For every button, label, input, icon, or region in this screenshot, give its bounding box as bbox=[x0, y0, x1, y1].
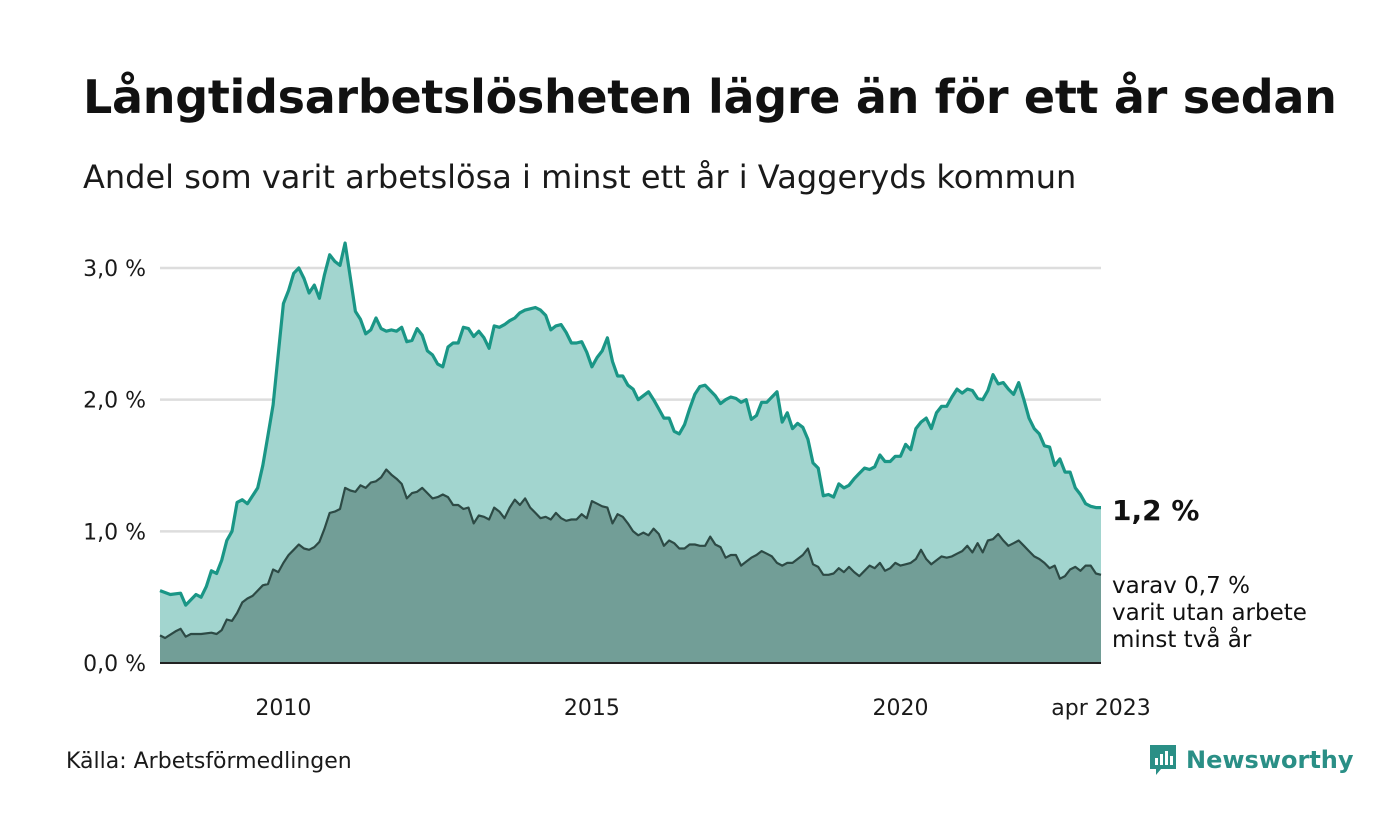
source-credit: Källa: Arbetsförmedlingen bbox=[66, 749, 352, 774]
axes: 0,0 % 1,0 % 2,0 % 3,0 % 2010 2015 2020 apr 2023 bbox=[83, 257, 1151, 721]
y-tick-label: 2,0 % bbox=[83, 389, 146, 414]
chart-subtitle: Andel som varit arbetslösa i minst ett å… bbox=[83, 158, 1077, 196]
end-label-two-year-line: minst två år bbox=[1112, 625, 1252, 653]
x-tick-label: apr 2023 bbox=[1051, 696, 1150, 721]
chart-title: Långtidsarbetslösheten lägre än för ett … bbox=[83, 70, 1337, 124]
x-tick-label: 2015 bbox=[564, 696, 620, 721]
newsworthy-logo: Newsworthy bbox=[1148, 743, 1354, 777]
newsworthy-logo-text: Newsworthy bbox=[1186, 746, 1354, 774]
end-label-two-year-line: varit utan arbete bbox=[1112, 600, 1307, 626]
line-two_year bbox=[159, 468, 1102, 640]
area-two_year bbox=[160, 469, 1101, 663]
newsworthy-logo-icon bbox=[1150, 745, 1176, 775]
y-tick-label: 3,0 % bbox=[83, 257, 146, 282]
series-areas bbox=[160, 243, 1101, 663]
y-tick-label: 0,0 % bbox=[83, 652, 146, 677]
x-tick-label: 2020 bbox=[872, 696, 928, 721]
end-label-long-term: 1,2 % bbox=[1112, 494, 1199, 527]
y-tick-label: 1,0 % bbox=[83, 520, 146, 545]
line-long_term bbox=[159, 241, 1101, 607]
series-lines bbox=[159, 241, 1102, 640]
x-tick-label: 2010 bbox=[255, 696, 311, 721]
end-label-two-year-line: varav 0,7 % bbox=[1112, 573, 1250, 599]
